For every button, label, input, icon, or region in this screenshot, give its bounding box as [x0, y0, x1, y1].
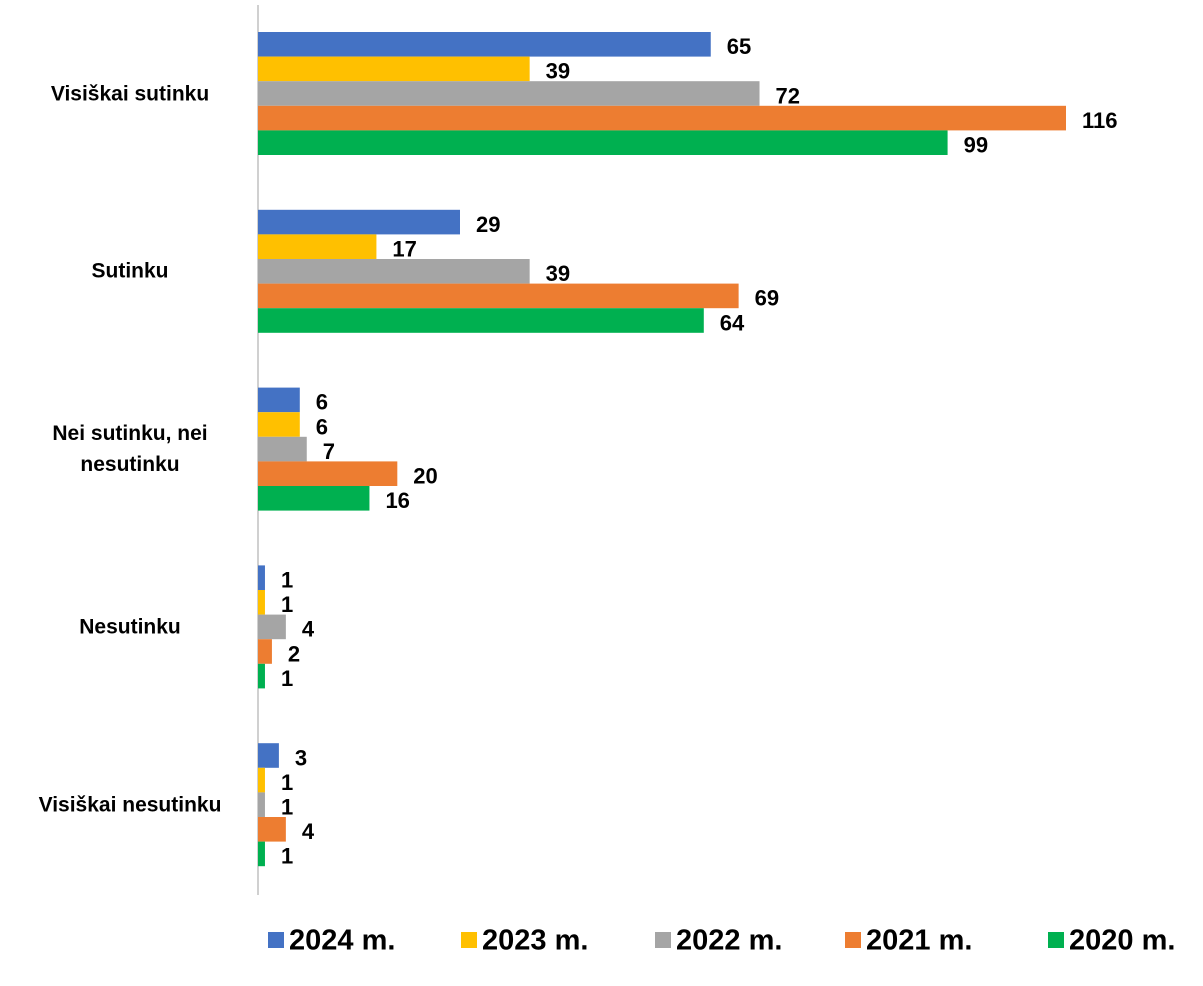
legend-label: 2021 m.: [866, 925, 972, 957]
category-label: Visiškai sutinku: [50, 82, 210, 105]
bar: [258, 663, 265, 689]
bar: [258, 486, 370, 511]
data-label: 4: [302, 819, 315, 844]
bar: [258, 639, 272, 664]
bar: [258, 412, 300, 437]
bar: [258, 590, 265, 615]
data-label: 116: [1082, 108, 1118, 133]
bar: [258, 614, 286, 640]
data-label: 1: [281, 795, 293, 820]
data-label: 39: [546, 261, 570, 286]
bar: [258, 283, 739, 309]
bar: [258, 81, 760, 106]
legend-label: 2020 m.: [1069, 925, 1175, 957]
data-label: 1: [281, 844, 293, 869]
bar: [258, 841, 265, 867]
bar: [258, 32, 711, 57]
data-label: 17: [392, 237, 416, 262]
legend-swatch: [461, 932, 477, 948]
bar: [258, 817, 286, 842]
data-label: 72: [776, 83, 800, 108]
data-label: 1: [281, 666, 293, 691]
bar: [258, 234, 377, 259]
data-label: 16: [385, 488, 409, 513]
bar: [258, 565, 265, 590]
legend-swatch: [655, 932, 671, 948]
bar: [258, 436, 307, 462]
data-label: 1: [281, 592, 293, 617]
bar: [258, 56, 530, 82]
data-label: 29: [476, 212, 500, 237]
bar: [258, 130, 948, 155]
bar: [258, 209, 460, 235]
category-label: Nei sutinku, nei nesutinku: [52, 422, 208, 477]
legend-swatch: [845, 932, 861, 948]
data-label: 1: [281, 568, 293, 593]
data-label: 3: [295, 745, 307, 770]
data-label: 99: [964, 133, 988, 158]
data-label: 7: [323, 439, 335, 464]
data-label: 1: [281, 770, 293, 795]
legend-swatch: [1048, 932, 1064, 948]
legend-label: 2022 m.: [676, 925, 782, 957]
legend-swatch: [268, 932, 284, 948]
bar: [258, 105, 1066, 131]
category-label: Visiškai nesutinku: [38, 793, 222, 817]
data-label: 2: [288, 641, 300, 666]
data-label: 6: [316, 390, 328, 415]
category-label: Sutinku: [91, 259, 169, 283]
data-label: 64: [720, 310, 745, 335]
bar: [258, 767, 265, 793]
bar: [258, 743, 279, 768]
bar: [258, 387, 300, 413]
bar: [258, 792, 265, 817]
data-label: 39: [546, 59, 570, 84]
legend-label: 2024 m.: [289, 925, 395, 957]
legend-label: 2023 m.: [482, 925, 588, 957]
data-label: 6: [316, 414, 328, 439]
data-label: 65: [727, 34, 751, 59]
data-label: 20: [413, 464, 437, 489]
bar: [258, 308, 704, 333]
category-label: Nesutinku: [79, 615, 181, 639]
data-label: 4: [302, 617, 315, 642]
bar: [258, 259, 530, 284]
data-label: 69: [755, 286, 779, 311]
bar: [258, 461, 398, 486]
